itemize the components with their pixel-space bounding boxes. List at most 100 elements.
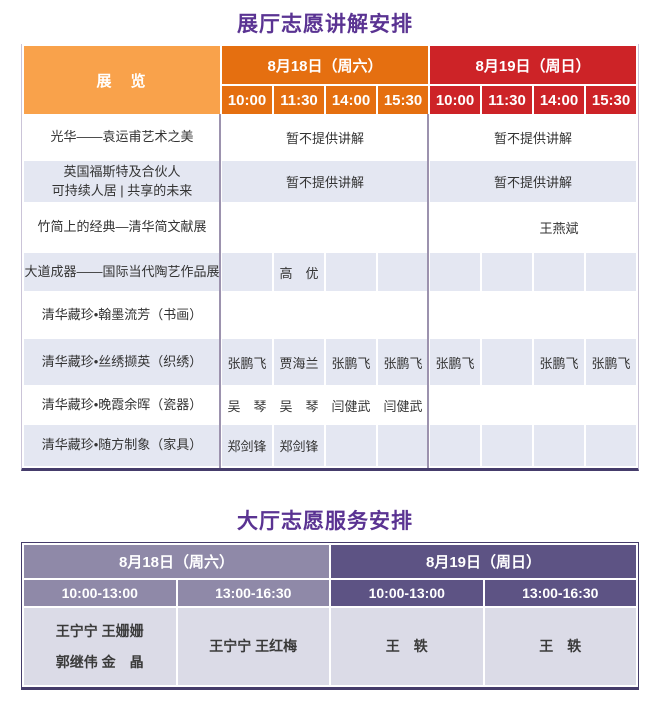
slot-cell: 王燕斌 xyxy=(539,221,579,236)
slot-cell xyxy=(430,253,481,291)
volunteer-names: 王 轶 xyxy=(385,638,428,655)
volunteer-cell-sat-pm: 王宁宁 王红梅 xyxy=(177,608,329,685)
exhibition-schedule-table-wrapper: 展 览 8月18日（周六） 8月19日（周日） 10:00 11:30 14:0… xyxy=(21,44,639,471)
slot-cell xyxy=(482,204,532,251)
slot-cell xyxy=(378,253,429,291)
slot-cell: 高 优 xyxy=(274,253,324,291)
slot-cell xyxy=(222,253,272,291)
saturday-header: 8月18日（周六） xyxy=(24,545,329,578)
slot-cell xyxy=(482,339,533,385)
slot-cell: 郑剑锋 xyxy=(222,425,272,466)
slot-cell xyxy=(222,293,272,337)
slot-header-sat-am: 10:00-13:00 xyxy=(24,580,176,606)
slot-header-sun-am: 10:00-13:00 xyxy=(331,580,483,606)
slot-cell: 郑剑锋 xyxy=(274,425,324,466)
slot-cell: 张鹏飞 xyxy=(326,339,376,385)
time-header-sat-1530: 15:30 xyxy=(378,86,429,114)
slot-cell xyxy=(482,293,532,337)
exhibition-schedule-section: 展厅志愿讲解安排 展 览 8月18日（周六） 8月19日（周日） 10:00 1… xyxy=(21,13,639,471)
main-hall-schedule-title: 大厅志愿服务安排 xyxy=(237,510,413,533)
slot-cell xyxy=(482,425,533,466)
slot-cell xyxy=(430,293,480,337)
slot-cell xyxy=(586,204,636,251)
saturday-sunday-divider xyxy=(427,114,429,468)
slot-cell xyxy=(586,253,637,291)
slot-cell xyxy=(326,425,376,466)
table-row: 竹简上的经典—清华简文献展 王燕斌 xyxy=(24,204,636,251)
slot-cell xyxy=(534,425,585,466)
slot-cell xyxy=(274,204,324,251)
sat-merged-cell: 暂不提供讲解 xyxy=(222,161,429,202)
slot-cell xyxy=(378,293,428,337)
sunday-header: 8月19日（周日） xyxy=(430,46,637,84)
slot-cell xyxy=(430,387,480,423)
slot-header-sat-pm: 13:00-16:30 xyxy=(177,580,329,606)
volunteer-names: 王宁宁 王红梅 xyxy=(209,638,298,655)
slot-cell xyxy=(534,387,584,423)
slot-cell xyxy=(274,293,324,337)
sunday-header: 8月19日（周日） xyxy=(331,545,636,578)
table-row: 清华藏珍•翰墨流芳（书画） xyxy=(24,293,636,337)
saturday-header: 8月18日（周六） xyxy=(222,46,429,84)
exhibition-name: 光华——袁运甫艺术之美 xyxy=(50,129,194,145)
volunteer-cell-sat-am: 王宁宁 王姗姗 郭继伟 金 晶 xyxy=(24,608,176,685)
slot-cell: 张鹏飞 xyxy=(430,339,481,385)
volunteer-names: 王 轶 xyxy=(539,638,582,655)
slot-cell xyxy=(534,293,584,337)
volunteer-cell-sun-pm: 王 轶 xyxy=(484,608,636,685)
exhibition-name-line1: 英国福斯特及合伙人 xyxy=(63,163,181,179)
main-hall-schedule-table: 8月18日（周六） 8月19日（周日） 10:00-13:00 13:00-16… xyxy=(22,543,638,687)
exhibition-name: 清华藏珍•丝绣撷英（织绣） xyxy=(24,339,220,385)
table-row: 清华藏珍•晚霞余晖（瓷器） 吴 琴 吴 琴 闫健武 闫健武 xyxy=(24,387,636,423)
sun-merged-cell: 暂不提供讲解 xyxy=(494,131,573,146)
exhibition-name: 英国福斯特及合伙人 可持续人居 | 共享的未来 xyxy=(24,161,220,202)
time-header-sun-1000: 10:00 xyxy=(430,86,481,114)
slot-cell xyxy=(326,204,376,251)
exhibition-column-divider xyxy=(219,114,221,468)
table-row: 英国福斯特及合伙人 可持续人居 | 共享的未来 暂不提供讲解 暂不提供讲解 xyxy=(24,161,637,202)
volunteer-names-line1: 王宁宁 王姗姗 xyxy=(55,622,144,639)
slot-cell: 吴 琴 xyxy=(279,398,319,414)
slot-cell xyxy=(378,425,429,466)
slot-cell: 张鹏飞 xyxy=(378,339,429,385)
slot-cell xyxy=(586,293,636,337)
sat-merged-cell: 暂不提供讲解 xyxy=(286,131,365,146)
slot-cell xyxy=(586,425,637,466)
slot-cell: 闫健武 xyxy=(383,398,423,414)
volunteer-cell-sun-am: 王 轶 xyxy=(331,608,483,685)
slot-cell: 张鹏飞 xyxy=(534,339,585,385)
time-header-sun-1130: 11:30 xyxy=(482,86,533,114)
table-row: 大道成器——国际当代陶艺作品展 高 优 xyxy=(24,253,637,291)
table-row: 清华藏珍•丝绣撷英（织绣） 张鹏飞 贾海兰 张鹏飞 张鹏飞 张鹏飞 张鹏飞 张鹏… xyxy=(24,339,637,385)
table-row: 清华藏珍•随方制象（家具） 郑剑锋 郑剑锋 xyxy=(24,425,637,466)
table-row: 王宁宁 王姗姗 郭继伟 金 晶 王宁宁 王红梅 王 轶 王 轶 xyxy=(24,608,636,685)
slot-cell: 贾海兰 xyxy=(274,339,324,385)
slot-cell xyxy=(534,253,585,291)
main-hall-schedule-table-wrapper: 8月18日（周六） 8月19日（周日） 10:00-13:00 13:00-16… xyxy=(21,542,639,690)
slot-cell xyxy=(326,293,376,337)
slot-cell xyxy=(378,204,428,251)
time-header-sat-1130: 11:30 xyxy=(274,86,324,114)
slot-cell: 张鹏飞 xyxy=(222,339,272,385)
time-header-sat-1400: 14:00 xyxy=(326,86,376,114)
exhibition-name: 清华藏珍•随方制象（家具） xyxy=(24,425,220,466)
slot-cell: 闫健武 xyxy=(331,398,371,414)
exhibition-name: 竹简上的经典—清华简文献展 xyxy=(37,219,207,235)
slot-cell xyxy=(326,253,376,291)
slot-cell xyxy=(430,204,480,251)
slot-header-sun-pm: 13:00-16:30 xyxy=(484,580,636,606)
slot-cell xyxy=(430,425,481,466)
exhibition-schedule-table: 展 览 8月18日（周六） 8月19日（周日） 10:00 11:30 14:0… xyxy=(22,44,639,468)
sun-merged-cell: 暂不提供讲解 xyxy=(430,161,637,202)
exhibition-name-line2: 可持续人居 | 共享的未来 xyxy=(51,182,193,198)
exhibition-name: 清华藏珍•翰墨流芳（书画） xyxy=(41,306,203,322)
slot-cell xyxy=(482,253,533,291)
exhibition-column-header: 展 览 xyxy=(24,46,220,114)
slot-cell xyxy=(222,204,272,251)
main-hall-schedule-section: 大厅志愿服务安排 8月18日（周六） 8月19日（周日） 10:00-13:00… xyxy=(0,502,650,690)
slot-cell xyxy=(482,387,532,423)
table-row: 光华——袁运甫艺术之美 暂不提供讲解 暂不提供讲解 xyxy=(24,116,636,159)
slot-cell: 吴 琴 xyxy=(227,398,267,414)
time-header-sun-1400: 14:00 xyxy=(534,86,585,114)
time-header-sat-1000: 10:00 xyxy=(222,86,272,114)
